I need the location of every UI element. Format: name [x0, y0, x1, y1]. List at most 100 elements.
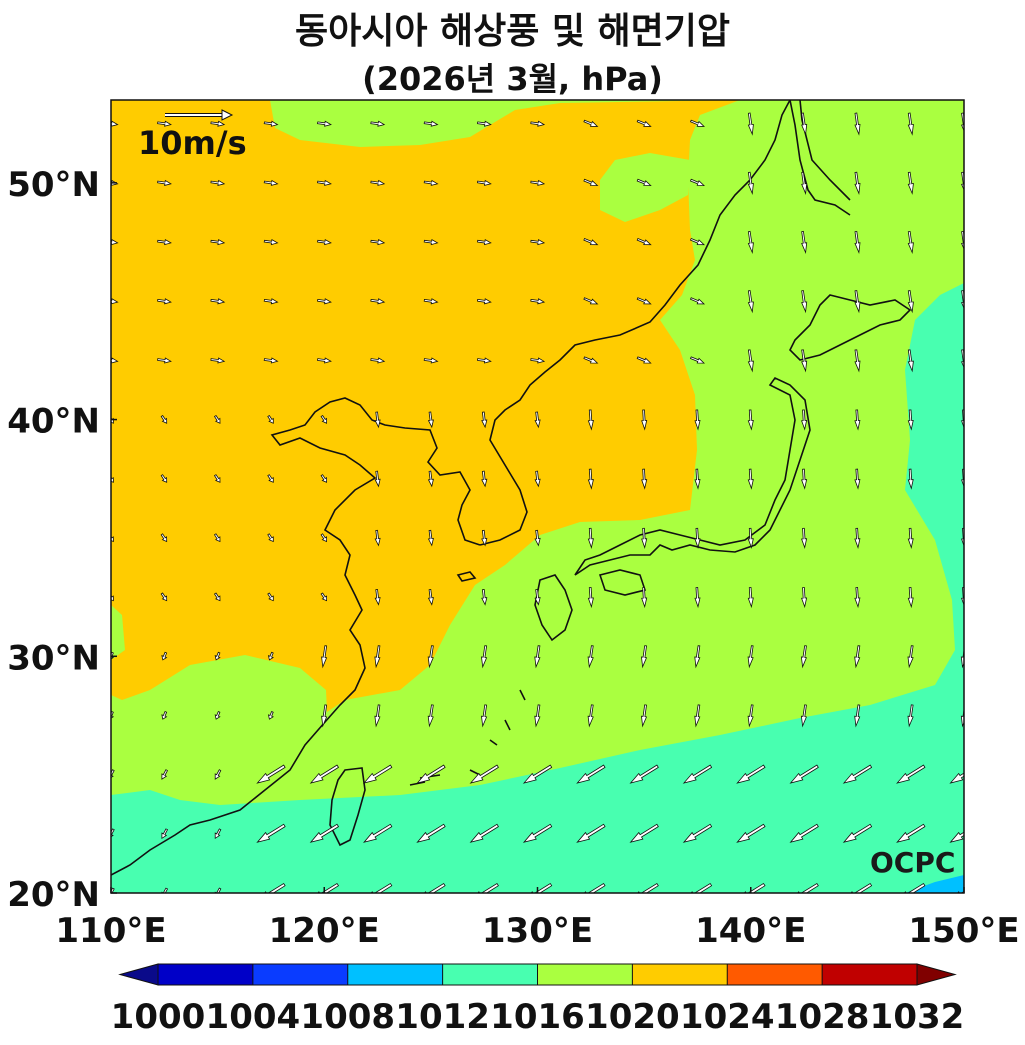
wind-arrow — [477, 179, 492, 186]
wind-arrow — [690, 882, 713, 893]
colorbar-label: 1032 — [870, 997, 965, 1037]
wind-arrow — [317, 882, 340, 893]
wind-arrow — [416, 823, 446, 843]
wind-arrow — [213, 414, 221, 424]
wind-arrow — [907, 704, 914, 728]
wind-arrow — [854, 586, 861, 609]
wind-arrow — [747, 704, 754, 728]
wind-arrow — [747, 409, 754, 431]
colorbar-label: 1020 — [585, 997, 680, 1037]
wind-arrow — [854, 171, 861, 195]
wind-arrow — [907, 645, 914, 669]
wind-arrow — [423, 298, 439, 305]
wind-arrow — [161, 651, 168, 661]
wind-arrow — [370, 357, 386, 364]
wind-arrow — [263, 238, 279, 246]
wind-arrow — [213, 474, 221, 483]
wind-arrow — [641, 527, 648, 549]
wind-arrow — [423, 179, 439, 186]
y-tick-label: 20°N — [7, 875, 100, 915]
wind-arrow — [370, 179, 386, 186]
map-title: 동아시아 해상풍 및 해면기압 — [294, 11, 731, 52]
wind-arrow — [469, 823, 499, 843]
wind-arrow — [317, 238, 332, 246]
wind-arrow — [587, 645, 594, 669]
wind-arrow — [583, 297, 599, 305]
colorbar-segment — [347, 964, 443, 985]
coastline-honshu — [574, 376, 811, 576]
wind-arrow — [801, 409, 808, 431]
colorbar-segment — [822, 964, 917, 985]
wind-arrow — [481, 411, 488, 429]
pressure-1012-1016-region — [111, 283, 964, 893]
wind-arrow — [423, 238, 439, 246]
colorbar-label: 1016 — [490, 997, 585, 1037]
colorbar-label: 1012 — [395, 997, 490, 1037]
wind-arrow — [477, 298, 492, 305]
x-tick-label: 140°E — [695, 911, 806, 951]
wind-arrow — [267, 414, 274, 424]
wind-arrow — [747, 112, 754, 136]
wind-arrow — [267, 710, 274, 720]
wind-arrow — [157, 298, 172, 305]
colorbar-segment — [632, 964, 728, 985]
coastlines — [111, 100, 912, 876]
wind-arrow — [214, 769, 222, 780]
wind-arrow — [267, 474, 274, 483]
wind-arrow — [530, 179, 546, 186]
coastline-mainland — [111, 397, 481, 876]
wind-arrow — [210, 298, 226, 305]
wind-arrow — [801, 171, 808, 195]
wind-arrow — [682, 823, 713, 843]
wind-arrow — [689, 356, 706, 364]
wind-arrow — [800, 645, 807, 669]
coastline-hokkaido — [789, 294, 912, 361]
wind-arrow — [320, 592, 328, 602]
x-tick-label: 120°E — [269, 911, 380, 951]
wind-arrow — [896, 823, 926, 843]
wind-arrow — [267, 533, 274, 543]
wind-arrow — [801, 230, 808, 255]
wind-arrow — [689, 237, 706, 246]
wind-arrow — [320, 414, 328, 424]
pressure-1016-1020-pocket — [600, 153, 690, 222]
wind-arrow — [694, 704, 701, 728]
wind-arrow — [111, 298, 119, 305]
wind-arrow — [534, 704, 541, 728]
wind-arrow — [160, 592, 168, 602]
wind-arrow — [320, 474, 328, 483]
y-tick-labels: 20°N 30°N 40°N 50°N — [7, 165, 117, 915]
wind-arrow — [264, 882, 286, 893]
wind-arrow — [210, 238, 226, 246]
wind-arrow — [682, 764, 713, 784]
wind-arrow — [801, 349, 808, 373]
ocpc-logo: OCPC — [870, 846, 955, 879]
wind-arrow — [160, 414, 168, 424]
pressure-1012-1016-lower — [111, 688, 964, 893]
wind-arrow — [370, 298, 386, 305]
wind-arrow — [587, 468, 594, 490]
wind-arrow — [477, 238, 492, 246]
wind-arrow — [587, 704, 594, 728]
wind-arrow — [907, 171, 914, 195]
wind-arrow — [210, 120, 226, 127]
wind-arrow — [256, 764, 286, 784]
colorbar-segment — [537, 964, 633, 985]
wind-arrow — [477, 357, 492, 364]
wind-arrow — [949, 772, 964, 784]
wind-arrow — [416, 764, 446, 784]
wind-arrow — [641, 468, 648, 490]
coastline-shikoku — [598, 569, 647, 596]
wind-arrow — [907, 230, 914, 255]
wind-arrow — [370, 238, 386, 246]
wind-arrow — [801, 468, 808, 490]
wind-arrow — [256, 823, 286, 843]
wind-arrow — [907, 290, 914, 314]
wind-arrow — [214, 651, 221, 661]
coastline-kyushu — [534, 574, 573, 642]
pressure-field — [111, 100, 964, 893]
wind-arrow — [374, 529, 381, 547]
wind-arrow — [854, 527, 861, 549]
wind-arrow — [636, 237, 652, 246]
